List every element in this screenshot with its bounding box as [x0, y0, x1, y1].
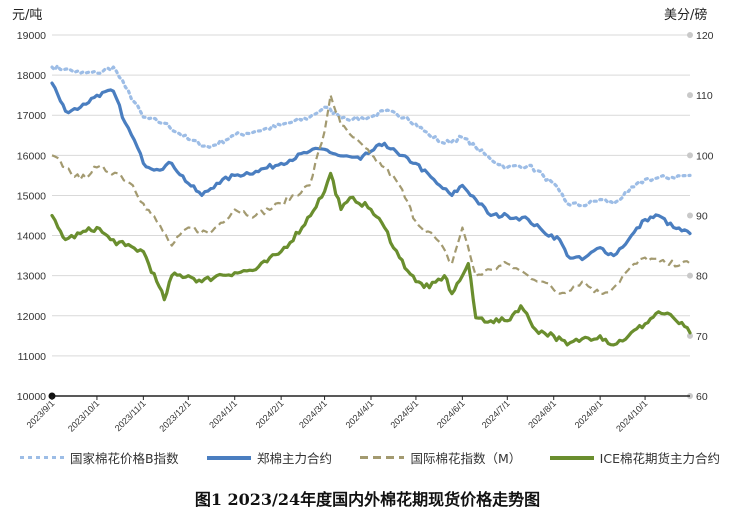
y-tick-label-right: 90	[696, 211, 708, 223]
y-tick-label-right: 120	[696, 30, 714, 42]
legend-swatch-cotton-b-index	[20, 456, 64, 459]
y-tick-label-left: 15000	[17, 190, 46, 202]
x-tick-label: 2024/10/1	[614, 398, 649, 433]
x-tick-label: 2024/8/1	[526, 398, 558, 430]
y-tick-label-left: 10000	[17, 391, 46, 403]
legend: 国家棉花价格B指数 郑棉主力合约 国际棉花指数（M） ICE棉花期货主力合约	[20, 448, 720, 467]
x-tick-label: 2024/4/1	[344, 398, 376, 430]
legend-label: ICE棉花期货主力合约	[599, 451, 720, 466]
legend-label: 郑棉主力合约	[257, 451, 333, 466]
right-axis-tick-mark	[687, 32, 693, 38]
right-axis-tick-mark	[687, 212, 693, 219]
legend-item: 国际棉花指数（M）	[360, 448, 521, 467]
series-line-3	[50, 171, 692, 347]
gridlines	[52, 34, 690, 357]
legend-swatch-ice-futures	[549, 455, 594, 460]
x-tick-label: 2024/3/1	[297, 398, 329, 430]
legend-label: 国际棉花指数（M）	[410, 451, 522, 466]
series-lines	[50, 64, 692, 347]
y-tick-label-left: 14000	[17, 231, 46, 243]
x-tick-label: 2024/1/1	[207, 398, 239, 430]
right-axis-tick-mark	[687, 332, 693, 339]
y-tick-label-left: 11000	[18, 351, 47, 363]
y-tick-label-left: 16000	[17, 150, 46, 162]
right-axis-tick-mark	[687, 272, 693, 279]
figure-caption: 图1 2023/24年度国内外棉花期现货价格走势图	[194, 490, 541, 509]
axes: 10000 11000 12000 13000 14000 15000 16000 17000…	[17, 30, 714, 434]
right-axis-unit: 美分/磅	[664, 8, 708, 23]
left-axis-unit: 元/吨	[12, 8, 43, 23]
y-tick-label-left: 19000	[17, 30, 46, 42]
y-tick-label-right: 110	[696, 90, 713, 102]
y-tick-label-right: 60	[696, 391, 708, 403]
x-tick-label: 2023/12/1	[157, 398, 192, 433]
legend-item: 郑棉主力合约	[207, 448, 332, 467]
legend-swatch-zhengzhou-futures	[207, 455, 251, 460]
y-tick-label-left: 12000	[17, 311, 46, 323]
y-tick-label-left: 17000	[17, 110, 46, 122]
series-line-1	[50, 81, 692, 262]
legend-item: 国家棉花价格B指数	[20, 448, 179, 467]
y-tick-label-left: 18000	[17, 70, 46, 82]
y-tick-label-right: 100	[696, 150, 714, 162]
y-tick-label-right: 70	[696, 331, 708, 343]
x-tick-label: 2023/10/1	[66, 398, 101, 433]
chart-area: 10000 11000 12000 13000 14000 15000 16000 17000…	[17, 30, 714, 434]
legend-item: ICE棉花期货主力合约	[549, 448, 720, 467]
right-axis-tick-mark	[687, 92, 693, 99]
series-line-2	[51, 94, 691, 295]
legend-label: 国家棉花价格B指数	[70, 451, 179, 466]
x-tick-label: 2024/7/1	[480, 398, 512, 430]
x-tick-label: 2023/11/1	[113, 398, 148, 433]
x-tick-label: 2024/9/1	[573, 398, 605, 430]
y-tick-label-right: 80	[696, 271, 708, 283]
y-tick-label-left: 13000	[17, 271, 46, 283]
series-line-0	[50, 64, 692, 208]
x-tick-label: 2024/5/1	[388, 398, 420, 430]
x-tick-label: 2024/2/1	[254, 398, 286, 430]
x-tick-label: 2023/9/1	[25, 398, 57, 430]
right-axis-tick-mark	[687, 152, 693, 159]
legend-swatch-intl-cotton-index	[360, 456, 405, 459]
x-tick-label: 2024/6/1	[435, 398, 467, 430]
